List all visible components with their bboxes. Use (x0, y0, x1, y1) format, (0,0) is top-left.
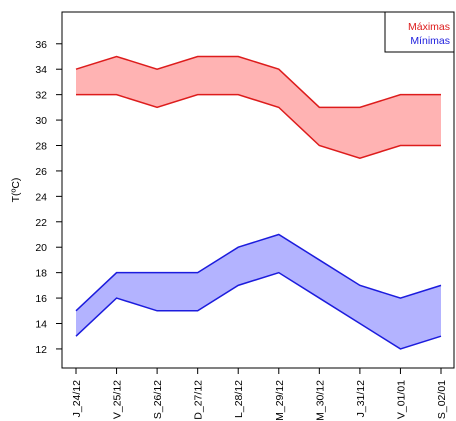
legend: Máximas Mínimas (385, 12, 454, 52)
y-tick-label: 12 (35, 344, 47, 356)
y-tick-label: 22 (35, 217, 47, 229)
x-tick-label: V_01/01 (395, 380, 407, 419)
y-tick-label: 36 (35, 39, 47, 51)
y-axis: 12 14 16 18 20 22 24 26 28 30 32 34 36 (35, 39, 62, 356)
x-tick-label: S_26/12 (152, 380, 164, 419)
x-axis: J_24/12 V_25/12 S_26/12 D_27/12 L_28/12 M_29/… (71, 368, 448, 421)
band-fill-maximas (76, 57, 441, 159)
x-tick-label: M_29/12 (274, 380, 286, 421)
y-tick-label: 26 (35, 166, 47, 178)
legend-entry-maximas: Máximas (408, 21, 450, 33)
y-tick-label: 16 (35, 293, 47, 305)
y-tick-label: 32 (35, 90, 47, 102)
y-tick-label: 20 (35, 242, 47, 254)
x-tick-label: L_28/12 (233, 380, 245, 418)
y-tick-label: 24 (35, 191, 47, 203)
x-tick-label: D_27/12 (193, 380, 205, 420)
y-tick-label: 30 (35, 115, 47, 127)
y-tick-label: 18 (35, 268, 47, 280)
x-tick-label: M_30/12 (314, 380, 326, 421)
y-tick-label: 14 (35, 319, 47, 331)
x-tick-label: J_31/12 (355, 380, 367, 418)
y-tick-label: 34 (35, 64, 47, 76)
band-fill-minimas (76, 235, 441, 349)
y-tick-label: 28 (35, 141, 47, 153)
y-axis-label: T(ºC) (10, 178, 22, 203)
x-tick-label: V_25/12 (112, 380, 124, 419)
bands-layer (76, 57, 441, 349)
x-tick-label: S_02/01 (436, 380, 448, 419)
x-tick-label: J_24/12 (71, 380, 83, 418)
legend-entry-minimas: Mínimas (410, 35, 450, 47)
